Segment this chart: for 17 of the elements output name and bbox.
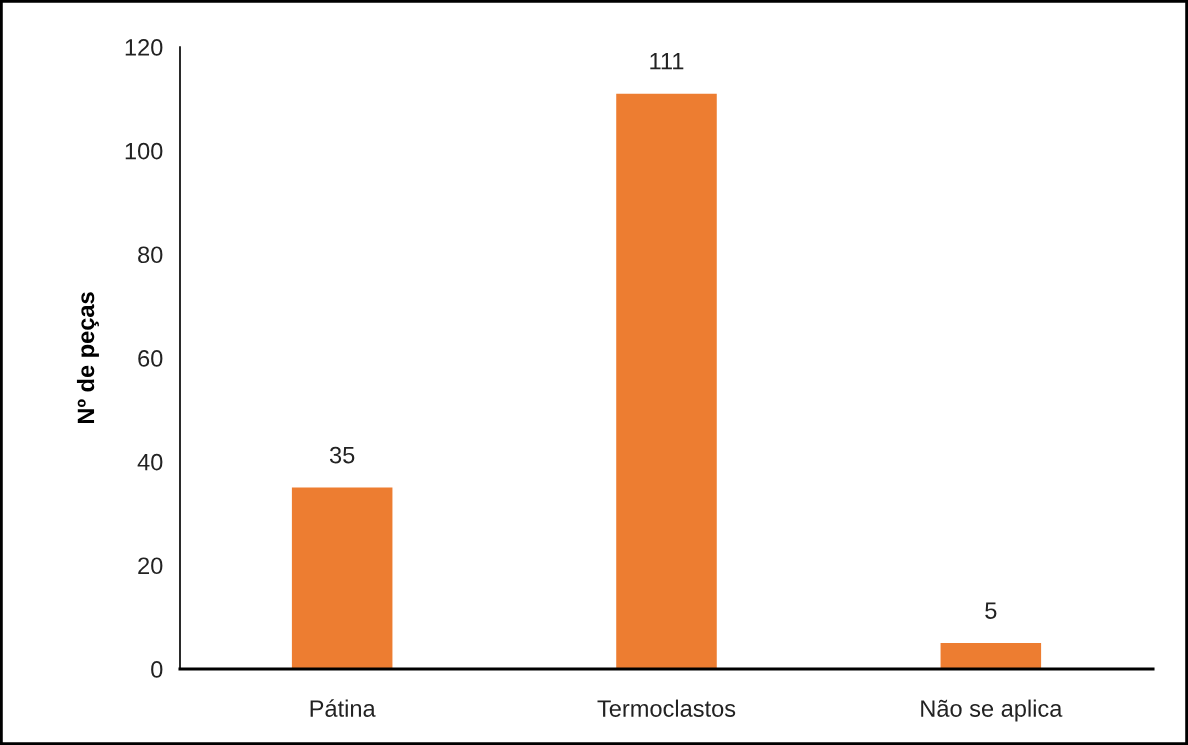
x-tick-label: Pátina (310, 699, 376, 717)
y-tick-label: 40 (137, 453, 163, 471)
bar (291, 487, 393, 669)
y-axis-title: Nº de peças (76, 292, 99, 424)
bar (616, 93, 717, 669)
data-label: 111 (650, 53, 684, 70)
x-tick-label: Não se aplica (921, 699, 1063, 722)
data-label: 35 (329, 446, 355, 464)
x-tick-label: Termoclastos (597, 699, 736, 717)
y-tick-label: 20 (138, 557, 163, 575)
y-tick-label: 0 (151, 661, 163, 678)
y-tick-label: 100 (125, 142, 163, 160)
data-label: 5 (985, 602, 997, 619)
y-tick-label: 60 (138, 350, 163, 367)
y-tick-label: 120 (125, 39, 163, 56)
bar (940, 643, 1042, 669)
y-tick-label: 80 (138, 246, 163, 264)
